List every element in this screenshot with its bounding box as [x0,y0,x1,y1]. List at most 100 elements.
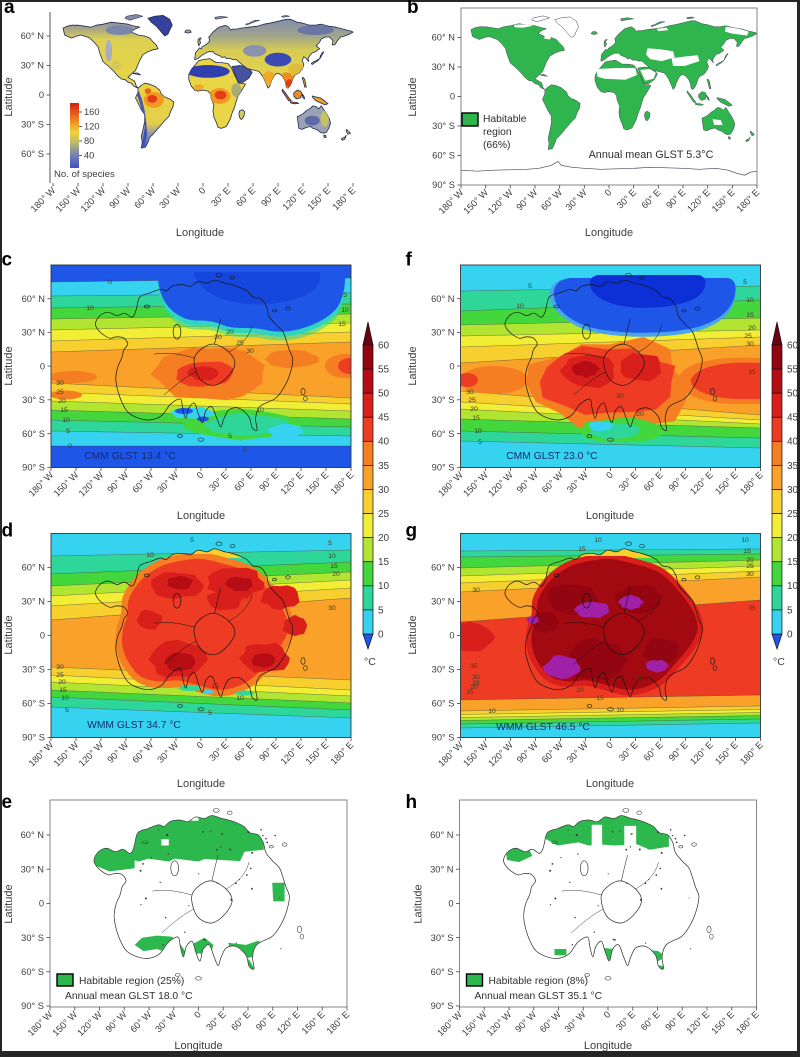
svg-text:10: 10 [746,297,754,304]
svg-text:0: 0 [787,629,793,640]
svg-text:15: 15 [211,683,219,690]
svg-text:10: 10 [787,581,799,592]
svg-text:0: 0 [195,470,206,481]
svg-text:45: 45 [378,413,390,424]
svg-text:25: 25 [746,563,754,570]
svg-text:0: 0 [39,899,44,909]
svg-text:20: 20 [746,557,754,564]
svg-text:30: 30 [246,348,254,355]
svg-text:25: 25 [236,340,244,347]
svg-text:60° N: 60° N [22,563,45,573]
svg-text:region: region [483,127,512,138]
svg-text:20: 20 [58,398,66,405]
svg-text:0: 0 [39,90,44,100]
svg-text:10: 10 [86,305,94,312]
svg-text:30° S: 30° S [432,665,455,675]
svg-text:160: 160 [84,107,100,117]
svg-text:10: 10 [741,537,749,544]
svg-text:20: 20 [332,571,340,578]
svg-text:35: 35 [378,461,390,472]
svg-text:Annual mean GLST 35.1 °C: Annual mean GLST 35.1 °C [475,991,603,1002]
svg-text:5: 5 [378,605,384,616]
svg-text:40: 40 [84,151,94,161]
svg-text:0: 0 [40,631,45,641]
svg-text:b: b [407,0,419,18]
svg-text:30° S: 30° S [22,395,45,405]
svg-text:0: 0 [450,92,455,102]
svg-text:10: 10 [341,307,349,314]
svg-text:f: f [406,250,413,271]
svg-text:5: 5 [528,283,532,290]
svg-text:0: 0 [602,1009,613,1020]
svg-text:90° S: 90° S [21,1001,44,1011]
svg-text:30: 30 [378,485,390,496]
svg-text:30° S: 30° S [21,120,44,130]
svg-text:Latitude: Latitude [413,884,425,923]
svg-text:0: 0 [68,443,72,450]
svg-text:10: 10 [236,695,244,702]
svg-text:Longitude: Longitude [174,1040,222,1052]
svg-text:Habitable region (25%): Habitable region (25%) [79,976,184,987]
svg-text:0: 0 [448,899,453,909]
svg-text:30° S: 30° S [21,933,44,943]
svg-text:40: 40 [787,437,799,448]
svg-text:10: 10 [146,552,154,559]
svg-text:30: 30 [746,341,754,348]
svg-text:20: 20 [748,325,756,332]
svg-text:90° S: 90° S [432,733,455,743]
svg-text:60: 60 [787,340,799,351]
svg-text:60° N: 60° N [21,31,44,41]
svg-text:5: 5 [328,540,332,547]
svg-text:40: 40 [378,437,390,448]
svg-text:30° N: 30° N [22,597,45,607]
svg-text:60° S: 60° S [431,967,454,977]
svg-text:60° S: 60° S [432,429,455,439]
svg-text:10: 10 [62,417,70,424]
svg-text:90° S: 90° S [22,733,45,743]
svg-text:Latitude: Latitude [3,615,15,654]
svg-text:60° N: 60° N [431,294,454,304]
svg-text:15: 15 [746,312,754,319]
svg-text:Longitude: Longitude [586,778,634,790]
svg-text:Latitude: Latitude [407,615,419,654]
svg-text:0: 0 [449,361,454,371]
svg-text:°C: °C [773,656,785,668]
svg-text:(66%): (66%) [483,140,510,151]
svg-text:Latitude: Latitude [3,77,15,116]
svg-text:60° S: 60° S [21,967,44,977]
svg-text:10: 10 [474,428,482,435]
svg-text:15: 15 [338,321,346,328]
svg-text:10: 10 [516,303,524,310]
svg-text:60° S: 60° S [21,149,44,159]
svg-text:25: 25 [472,680,480,687]
svg-text:15: 15 [330,563,338,570]
svg-text:5: 5 [190,537,194,544]
svg-text:60° N: 60° N [430,830,453,840]
svg-text:30° N: 30° N [432,62,455,72]
svg-text:15: 15 [596,695,604,702]
svg-text:10: 10 [616,707,624,714]
svg-text:CMM GLST 13.4 °C: CMM GLST 13.4 °C [84,451,176,462]
svg-text:5: 5 [343,292,347,299]
svg-text:25: 25 [787,509,799,520]
svg-text:25: 25 [56,672,64,679]
svg-text:CMM GLST 23.0 °C: CMM GLST 23.0 °C [506,451,598,462]
svg-text:60° S: 60° S [432,151,455,161]
svg-text:g: g [406,521,418,542]
svg-text:10: 10 [61,695,69,702]
svg-text:15: 15 [60,407,68,414]
svg-text:30: 30 [472,587,480,594]
svg-text:50: 50 [787,389,799,400]
svg-text:°C: °C [364,656,376,668]
svg-text:Latitude: Latitude [407,346,419,385]
svg-text:Annual mean GLST 5.3°C: Annual mean GLST 5.3°C [589,149,714,161]
svg-text:90° S: 90° S [22,463,45,473]
svg-text:30: 30 [328,605,336,612]
svg-text:5: 5 [478,439,482,446]
svg-text:35: 35 [748,605,756,612]
svg-text:d: d [2,521,14,542]
svg-text:30° N: 30° N [21,61,44,71]
svg-text:Habitable region (8%): Habitable region (8%) [489,976,589,987]
svg-text:WMM GLST 46.5 °C: WMM GLST 46.5 °C [496,722,590,733]
svg-text:a: a [4,0,15,18]
